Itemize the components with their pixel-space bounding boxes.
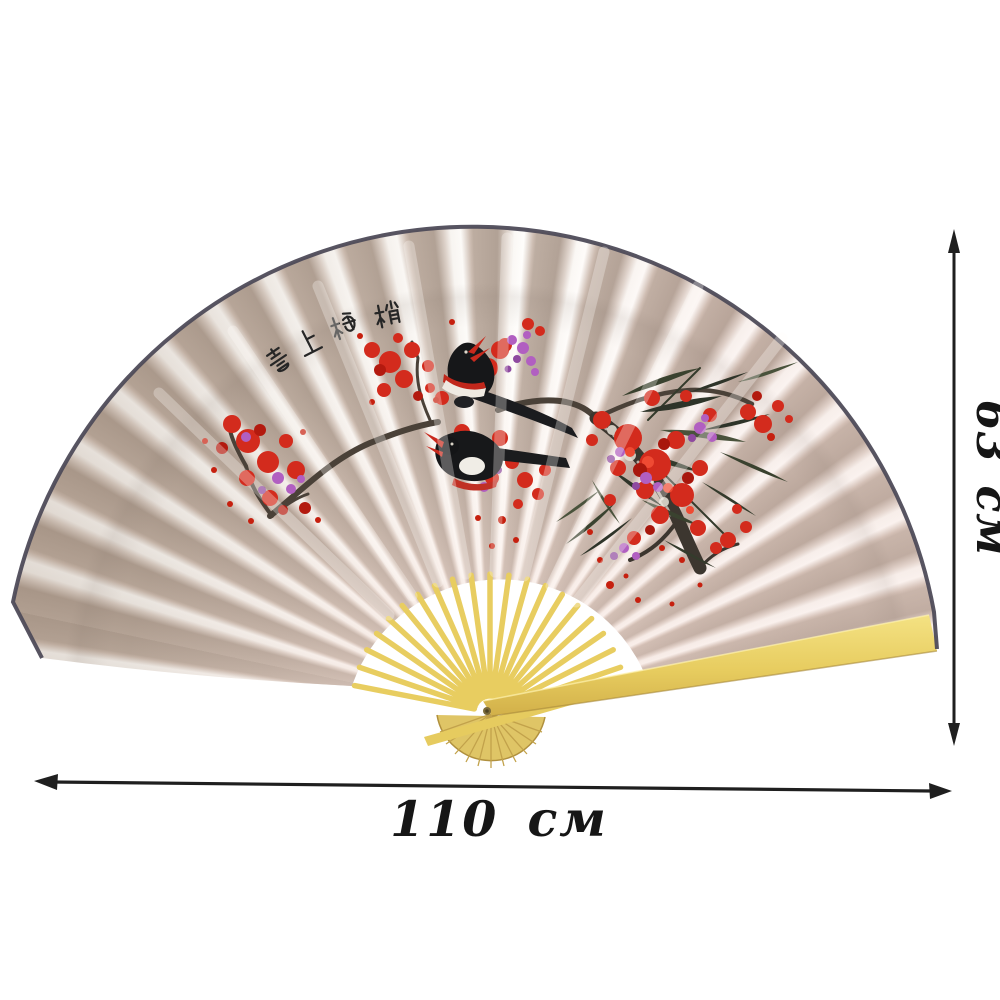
- width-label: 110 см: [390, 790, 608, 848]
- pivot-rivet: [483, 707, 491, 715]
- height-label: 63 см: [966, 400, 1000, 556]
- blossom-cluster-left: [202, 415, 321, 524]
- magpie-lower: [424, 430, 570, 491]
- width-arrow: [34, 774, 952, 799]
- calligraphy-inscription: [265, 300, 401, 373]
- pleat-fold-highlights: [153, 232, 788, 621]
- height-arrow: [948, 229, 960, 746]
- blossom-cluster-far-right: [740, 391, 793, 441]
- blossom-cluster-right: [586, 390, 752, 607]
- magpie-upper: [442, 336, 578, 438]
- guard-stick-right: [482, 614, 938, 717]
- fan-edge-trim: [10, 224, 939, 659]
